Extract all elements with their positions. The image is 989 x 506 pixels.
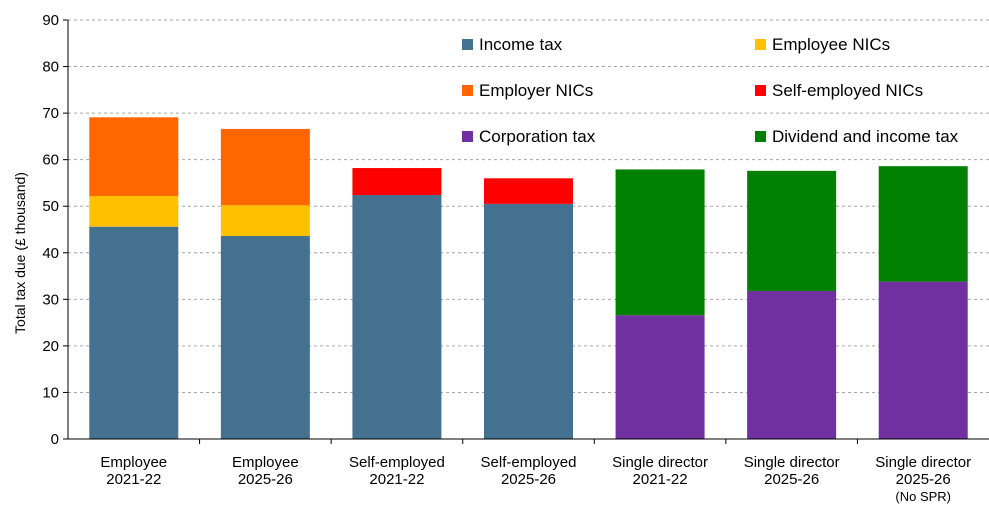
bar-segment: [352, 168, 442, 196]
bar-segment: [89, 226, 179, 439]
x-tick-label: (No SPR): [895, 489, 951, 504]
y-tick-label: 90: [42, 12, 59, 29]
bar-segment: [615, 169, 705, 316]
legend: Income tax Employee NICs Employer NICs Self…: [462, 35, 959, 146]
bar-segment: [747, 290, 837, 439]
legend-swatch: [755, 131, 766, 142]
bars: [89, 117, 968, 439]
x-tick-label: 2025-26: [764, 471, 819, 488]
x-tick-label: 2025-26: [501, 471, 556, 488]
bar-segment: [352, 195, 442, 439]
x-tick-label: 2021-22: [106, 471, 161, 488]
legend-swatch: [755, 85, 766, 96]
y-tick-label: 10: [42, 384, 59, 401]
legend-swatch: [462, 39, 473, 50]
x-tick-label: Self-employed: [349, 454, 445, 471]
bar-segment: [878, 281, 968, 439]
bar-segment: [220, 205, 310, 237]
x-tick-label: Self-employed: [481, 454, 577, 471]
x-tick-label: Employee: [232, 454, 299, 471]
legend-label: Income tax: [479, 35, 563, 54]
legend-swatch: [462, 131, 473, 142]
bar-segment: [878, 166, 968, 282]
bar-segment: [220, 128, 310, 206]
x-tick-label: Employee: [100, 454, 167, 471]
legend-swatch: [462, 85, 473, 96]
bar-segment: [89, 117, 179, 196]
bar-segment: [747, 170, 837, 291]
x-tick-label: Single director: [875, 454, 971, 471]
legend-label: Employer NICs: [479, 81, 593, 100]
y-tick-label: 80: [42, 59, 59, 76]
y-tick-label: 0: [51, 431, 59, 448]
bar-segment: [220, 236, 310, 439]
x-tick-label: 2021-22: [633, 471, 688, 488]
legend-label: Corporation tax: [479, 127, 596, 146]
bar-segment: [484, 178, 573, 204]
y-tick-label: 30: [42, 291, 59, 308]
x-tick-label: 2025-26: [896, 471, 951, 488]
legend-label: Employee NICs: [772, 35, 890, 54]
bar-segment: [484, 203, 573, 439]
y-tick-label: 60: [42, 152, 59, 169]
x-tick-label: Single director: [744, 454, 840, 471]
axes: 0102030405060708090Employee2021-22Employ…: [42, 12, 989, 504]
bar-segment: [89, 195, 179, 227]
y-tick-label: 70: [42, 105, 59, 122]
x-tick-label: 2021-22: [369, 471, 424, 488]
bar-segment: [615, 315, 705, 439]
x-tick-label: 2025-26: [238, 471, 293, 488]
legend-label: Dividend and income tax: [772, 127, 959, 146]
y-tick-label: 20: [42, 338, 59, 355]
x-tick-label: Single director: [612, 454, 708, 471]
legend-swatch: [755, 39, 766, 50]
y-tick-label: 50: [42, 198, 59, 215]
y-tick-label: 40: [42, 245, 59, 262]
y-axis-label: Total tax due (£ thousand): [12, 172, 28, 334]
legend-label: Self-employed NICs: [772, 81, 923, 100]
